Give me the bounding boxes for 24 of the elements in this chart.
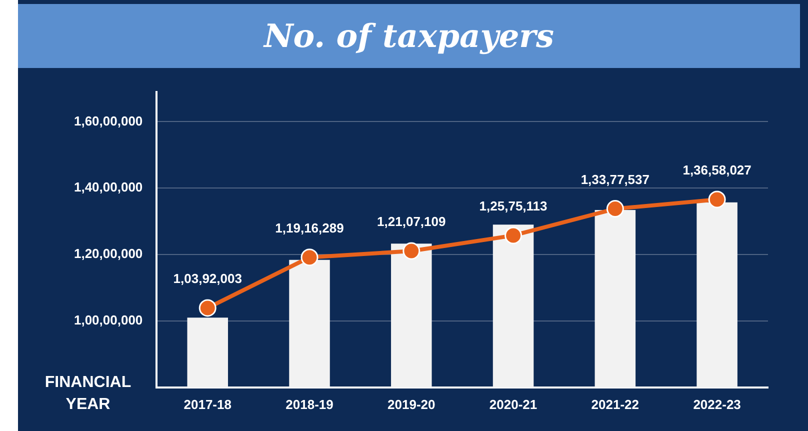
x-tick-label: 2021-22	[591, 396, 640, 412]
data-label: 1,33,77,537	[580, 172, 650, 187]
x-tick-label: 2019-20	[388, 396, 436, 412]
data-label: 1,25,75,113	[479, 198, 548, 214]
x-tick-label: 2020-21	[489, 396, 538, 412]
y-tick-label: 1,60,00,000	[74, 113, 143, 128]
y-tick-label: 1,00,00,000	[74, 312, 143, 328]
point	[606, 200, 624, 218]
point	[708, 190, 726, 208]
x-tick-label: 2018-19	[286, 396, 334, 412]
point	[402, 242, 420, 260]
data-label: 1,03,92,003	[173, 271, 242, 286]
x-tick-label: 2022-23	[693, 396, 741, 412]
x-tick-label: 2017-18	[184, 396, 232, 412]
x-axis-title: FINANCIAL YEAR	[44, 373, 132, 415]
data-label: 1,19,16,289	[275, 220, 344, 236]
chart-title: No. of taxpayers	[18, 4, 800, 68]
y-tick-label: 1,40,00,000	[74, 180, 143, 195]
data-label: 1,36,58,027	[682, 162, 752, 178]
data-label: 1,21,07,109	[377, 214, 446, 230]
point	[504, 226, 522, 244]
point	[300, 248, 318, 266]
point	[198, 299, 216, 317]
y-tick-label: 1,20,00,000	[74, 246, 143, 262]
